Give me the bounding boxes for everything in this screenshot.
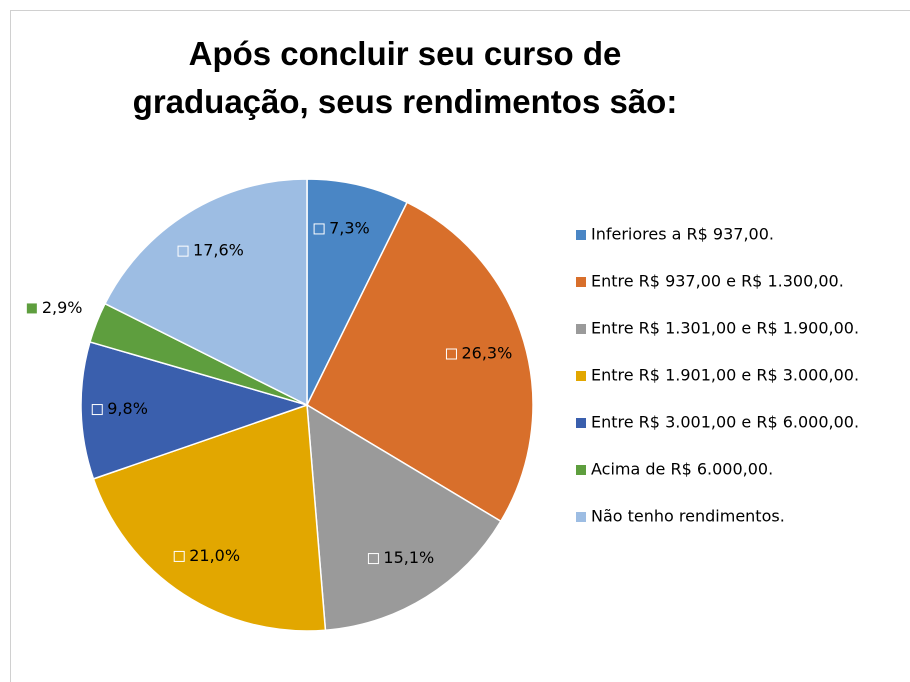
legend-label: Inferiores a R$ 937,00. xyxy=(591,225,774,244)
chart-border xyxy=(10,10,910,682)
legend-label: Entre R$ 1.901,00 e R$ 3.000,00. xyxy=(591,366,859,385)
label-marker xyxy=(91,404,103,416)
label-marker xyxy=(367,553,379,565)
pie-slice xyxy=(306,201,534,523)
label-marker xyxy=(445,348,457,360)
legend-label: Acima de R$ 6.000,00. xyxy=(591,460,773,479)
legend-swatch xyxy=(576,418,586,428)
legend-label: Entre R$ 937,00 e R$ 1.300,00. xyxy=(591,272,844,291)
legend-label: Entre R$ 1.301,00 e R$ 1.900,00. xyxy=(591,319,859,338)
pie-slice xyxy=(306,178,409,406)
data-label: 2,9% xyxy=(42,298,83,317)
label-marker xyxy=(313,223,325,235)
data-label: 21,0% xyxy=(189,546,240,565)
legend-swatch xyxy=(576,465,586,475)
data-label: 26,3% xyxy=(461,344,512,363)
chart-title: Após concluir seu curso de graduação, se… xyxy=(132,35,678,120)
pie-slice xyxy=(92,403,327,632)
legend-swatch xyxy=(576,277,586,287)
legend-swatch xyxy=(576,371,586,381)
pie-slice xyxy=(306,403,502,632)
data-label: 17,6% xyxy=(193,241,244,260)
legend-label: Entre R$ 3.001,00 e R$ 6.000,00. xyxy=(591,413,859,432)
legend-swatch xyxy=(576,512,586,522)
data-label: 7,3% xyxy=(329,218,370,237)
legend-swatch xyxy=(576,324,586,334)
legend-swatch xyxy=(576,230,586,240)
pie-slice xyxy=(80,341,310,480)
label-marker xyxy=(173,550,185,562)
pie-slice xyxy=(103,178,308,407)
label-marker xyxy=(26,303,37,314)
data-label: 15,1% xyxy=(383,548,434,567)
label-marker xyxy=(177,245,189,257)
legend-label: Não tenho rendimentos. xyxy=(591,507,785,526)
data-label: 9,8% xyxy=(107,399,148,418)
